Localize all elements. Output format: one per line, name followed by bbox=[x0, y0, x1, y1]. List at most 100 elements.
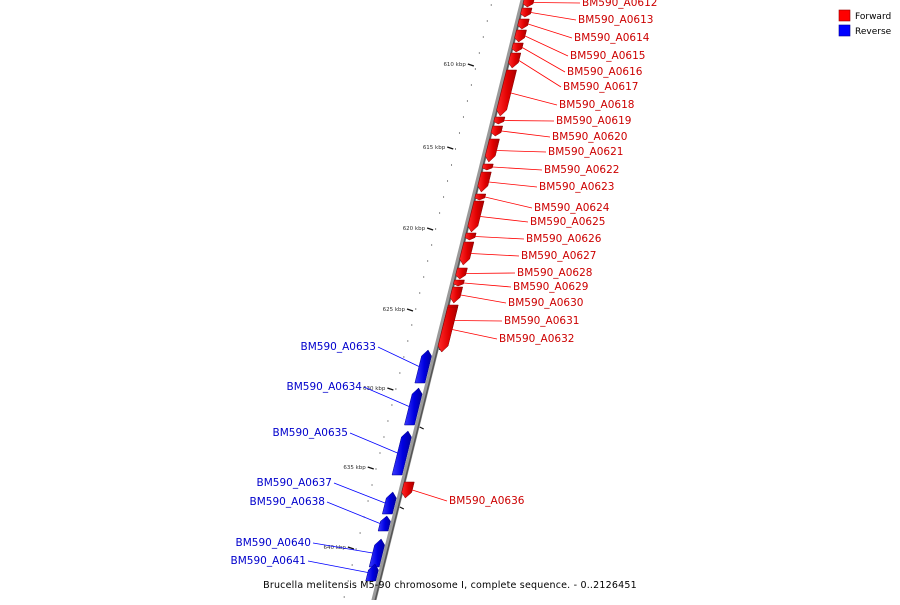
scale-tick-label: 625 kbp bbox=[383, 307, 406, 313]
gene-leader-line bbox=[475, 236, 525, 240]
gene-shape bbox=[467, 200, 485, 233]
gene-bm590-a0638[interactable]: BM590_A0638 bbox=[250, 496, 391, 532]
scale-ticks: 610 kbp 615 kbp 620 kbp 625 kbp 630 kbp 635 k… bbox=[323, 62, 475, 551]
gene-label[interactable]: BM590_A0628 bbox=[517, 267, 592, 279]
legend-reverse[interactable]: Reverse bbox=[838, 24, 892, 37]
gene-bm590-a0637[interactable]: BM590_A0637 bbox=[257, 477, 397, 515]
gene-leader-line bbox=[412, 489, 448, 502]
gene-leader-line bbox=[349, 432, 398, 454]
gene-label[interactable]: BM590_A0636 bbox=[449, 495, 525, 507]
legend: Forward Reverse bbox=[838, 9, 892, 37]
gene-bm590-a0618[interactable]: BM590_A0618 bbox=[496, 69, 635, 117]
map-caption: Brucella melitensis M5-90 chromosome I, … bbox=[263, 580, 637, 591]
gene-leader-line bbox=[524, 35, 569, 57]
gene-label[interactable]: BM590_A0624 bbox=[534, 202, 610, 214]
gene-label[interactable]: BM590_A0638 bbox=[250, 496, 325, 508]
gene-shape bbox=[464, 232, 477, 241]
scale-tick-label: 640 kbp bbox=[323, 545, 346, 551]
scale-tick-mark bbox=[447, 146, 454, 150]
gene-leader-line bbox=[312, 542, 373, 554]
gene-label[interactable]: BM590_A0626 bbox=[526, 233, 602, 245]
gene-label[interactable]: BM590_A0612 bbox=[582, 0, 657, 9]
gene-bm590-a0633[interactable]: BM590_A0633 bbox=[301, 341, 432, 384]
gene-label[interactable]: BM590_A0617 bbox=[563, 81, 638, 93]
scale-tick-mark bbox=[426, 227, 434, 231]
gene-shape bbox=[484, 138, 500, 163]
scale-minor-tick bbox=[419, 426, 424, 430]
gene-shape bbox=[455, 267, 468, 280]
scale-tick-label: 610 kbp bbox=[443, 62, 466, 68]
gene-bm590-a0613[interactable]: BM590_A0613 bbox=[520, 7, 654, 26]
scale-tick-mark bbox=[467, 63, 475, 67]
gene-label[interactable]: BM590_A0619 bbox=[556, 115, 631, 127]
gene-bm590-a0617[interactable]: BM590_A0617 bbox=[508, 52, 638, 93]
gene-shape bbox=[496, 69, 517, 117]
gene-bm590-a0614[interactable]: BM590_A0614 bbox=[517, 18, 650, 44]
gene-leader-line bbox=[510, 92, 558, 106]
gene-shape bbox=[511, 42, 524, 53]
gene-label[interactable]: BM590_A0632 bbox=[499, 333, 574, 345]
gene-label[interactable]: BM590_A0616 bbox=[567, 66, 643, 78]
gene-bm590-a0640[interactable]: BM590_A0640 bbox=[236, 537, 385, 568]
gene-leader-line bbox=[501, 130, 551, 138]
gene-label[interactable]: BM590_A0622 bbox=[544, 164, 619, 176]
gene-bm590-a0632[interactable]: BM590_A0632 bbox=[437, 306, 574, 353]
legend-reverse-label: Reverse bbox=[855, 27, 892, 37]
gene-bm590-a0622[interactable]: BM590_A0622 bbox=[482, 163, 619, 176]
gene-bm590-a0616[interactable]: BM590_A0616 bbox=[511, 42, 643, 78]
gene-label[interactable]: BM590_A0623 bbox=[539, 181, 614, 193]
gene-label[interactable]: BM590_A0620 bbox=[552, 131, 627, 143]
gene-bm590-a0630[interactable]: BM590_A0630 bbox=[449, 286, 583, 309]
legend-forward-label: Forward bbox=[855, 12, 891, 22]
gene-bm590-a0641[interactable]: BM590_A0641 bbox=[231, 555, 379, 582]
gene-label[interactable]: BM590_A0621 bbox=[548, 146, 623, 158]
gene-leader-line bbox=[307, 560, 368, 573]
gene-label[interactable]: BM590_A0627 bbox=[521, 250, 596, 262]
gene-label[interactable]: BM590_A0641 bbox=[231, 555, 306, 567]
gene-shape bbox=[482, 163, 494, 171]
gene-bm590-a0625[interactable]: BM590_A0625 bbox=[467, 200, 606, 233]
gene-bm590-a0619[interactable]: BM590_A0619 bbox=[493, 115, 632, 127]
gene-bm590-a0621[interactable]: BM590_A0621 bbox=[484, 138, 623, 163]
gene-leader-line bbox=[466, 272, 516, 274]
gene-leader-line bbox=[527, 23, 573, 39]
gene-leader-line bbox=[377, 346, 420, 367]
legend-forward[interactable]: Forward bbox=[838, 9, 891, 22]
gene-label[interactable]: BM590_A0637 bbox=[257, 477, 332, 489]
gene-label[interactable]: BM590_A0618 bbox=[559, 99, 634, 111]
gene-leader-line bbox=[471, 253, 520, 257]
gene-shape bbox=[391, 430, 412, 476]
gene-bm590-a0635[interactable]: BM590_A0635 bbox=[273, 427, 412, 476]
gene-bm590-a0629[interactable]: BM590_A0629 bbox=[453, 279, 588, 293]
gene-bm590-a0628[interactable]: BM590_A0628 bbox=[455, 267, 593, 280]
gene-bm590-a0615[interactable]: BM590_A0615 bbox=[514, 29, 646, 62]
gene-label[interactable]: BM590_A0614 bbox=[574, 32, 650, 44]
gene-shape bbox=[520, 7, 533, 18]
gene-bm590-a0627[interactable]: BM590_A0627 bbox=[459, 241, 597, 266]
gene-label[interactable]: BM590_A0629 bbox=[513, 281, 588, 293]
gene-leader-line bbox=[533, 2, 581, 4]
gene-label[interactable]: BM590_A0640 bbox=[236, 537, 311, 549]
gene-bm590-a0636[interactable]: BM590_A0636 bbox=[401, 481, 525, 507]
gene-label[interactable]: BM590_A0615 bbox=[570, 50, 645, 62]
gene-bm590-a0626[interactable]: BM590_A0626 bbox=[464, 232, 602, 245]
gene-bm590-a0634[interactable]: BM590_A0634 bbox=[287, 381, 423, 426]
gene-label[interactable]: BM590_A0625 bbox=[530, 216, 605, 228]
gene-label[interactable]: BM590_A0613 bbox=[578, 14, 653, 26]
gene-label[interactable]: BM590_A0631 bbox=[504, 315, 579, 327]
gene-shape bbox=[401, 481, 415, 499]
gene-shape bbox=[382, 491, 397, 515]
scale-minor-tick bbox=[399, 506, 405, 510]
gene-label[interactable]: BM590_A0635 bbox=[273, 427, 348, 439]
gene-shape bbox=[477, 171, 492, 193]
gene-label[interactable]: BM590_A0630 bbox=[508, 297, 583, 309]
gene-label[interactable]: BM590_A0634 bbox=[287, 381, 363, 393]
gene-bm590-a0612[interactable]: BM590_A0612 bbox=[522, 0, 657, 9]
gene-bm590-a0623[interactable]: BM590_A0623 bbox=[477, 171, 615, 193]
gene-bm590-a0620[interactable]: BM590_A0620 bbox=[490, 125, 627, 143]
gene-label[interactable]: BM590_A0633 bbox=[301, 341, 376, 353]
scale-tick-mark bbox=[406, 308, 414, 312]
gene-bm590-a0624[interactable]: BM590_A0624 bbox=[474, 193, 610, 214]
gene-shape bbox=[365, 563, 379, 582]
